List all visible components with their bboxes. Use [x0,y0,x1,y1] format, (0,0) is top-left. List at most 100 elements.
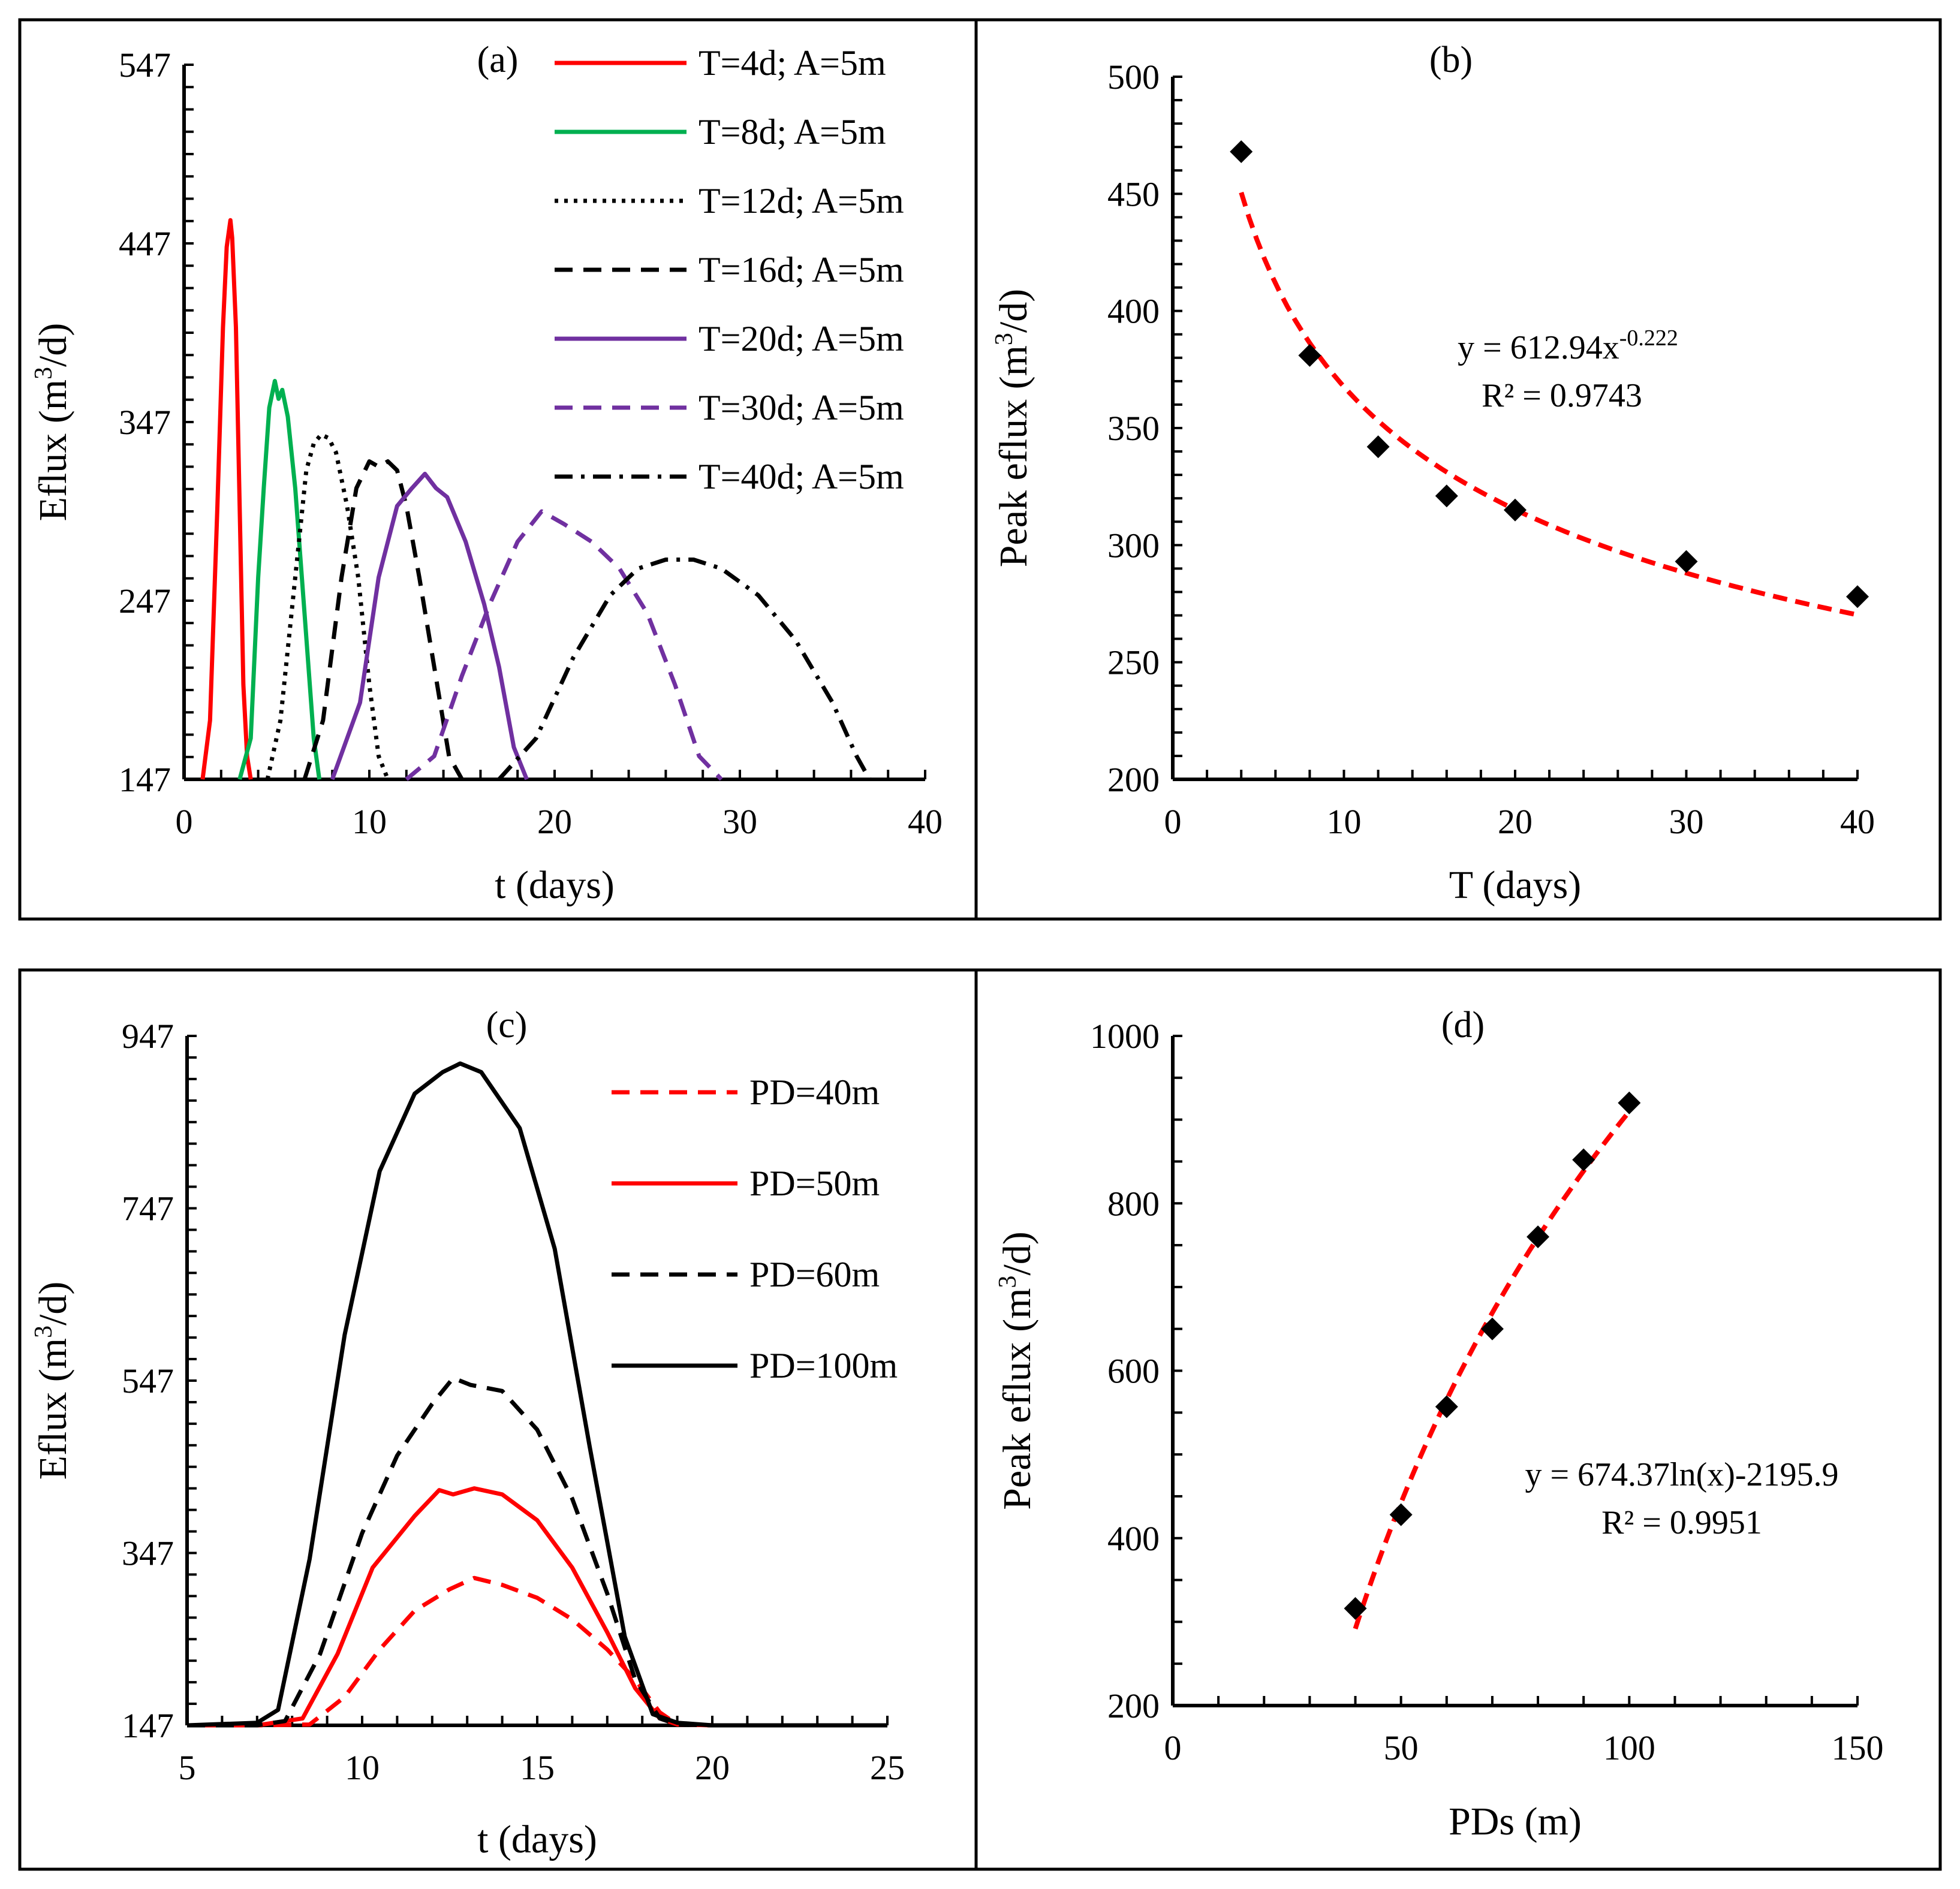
fit-equation-exponent: -0.222 [1619,326,1678,351]
y-axis-title-sup: 3 [990,333,1018,345]
legend-label-2: PD=60m [749,1255,880,1294]
fit-r2: R² = 0.9743 [1482,377,1642,414]
x-axis-title: T (days) [1449,863,1582,907]
y-tick-label: 500 [1107,58,1160,97]
y-axis-title-main: Eflux (m [31,1338,75,1480]
bottom-frame [18,968,1942,1871]
chart-c: 5 10 15 20 25 147 347 547 747 947 t (days) Eflux (m… [30,1005,905,1861]
legend-label-0: PD=40m [749,1072,880,1112]
y-axis-title-end: /d) [31,323,75,367]
data-point-1 [1389,1503,1413,1526]
x-tick-label: 20 [695,1748,730,1787]
panel-label: (c) [486,1005,528,1046]
data-point-2 [1435,1395,1458,1418]
y-tick-label: 200 [1107,760,1160,799]
x-tick-label: 150 [1832,1728,1884,1767]
y-tick-label: 400 [1107,1519,1160,1558]
series-line-5 [405,509,723,781]
legend-label-3: T=16d; A=5m [699,250,904,290]
y-tick-label: 800 [1107,1184,1160,1223]
fit-r2: R² = 0.9951 [1601,1504,1762,1541]
data-point-3 [1435,484,1458,508]
legend-label-2: T=12d; A=5m [699,181,904,221]
x-tick-label: 10 [1327,802,1362,841]
y-axis-title-main: Peak eflux (m [995,1288,1039,1510]
x-axis-title: t (days) [477,1818,597,1861]
x-tick-label: 10 [345,1748,380,1787]
series-line-2 [265,432,390,781]
x-tick-label: 0 [1164,1728,1182,1767]
y-axis-title-main: Peak eflux (m [992,345,1035,567]
data-point-0 [1230,140,1253,164]
y-tick-label: 300 [1107,526,1160,565]
legend-label-5: T=30d; A=5m [699,388,904,427]
series-line-3 [186,1061,887,1728]
x-tick-label: 20 [1498,802,1533,841]
x-tick-label: 15 [520,1748,555,1787]
series-line-0 [200,218,253,780]
x-tick-label: 25 [870,1748,905,1787]
legend-label-1: T=8d; A=5m [699,112,886,152]
data-point-2 [1366,435,1390,459]
y-axis-title-end: /d) [995,1231,1039,1275]
y-tick-label: 747 [122,1189,174,1228]
y-tick-label: 600 [1107,1352,1160,1391]
y-tick-label: 147 [119,760,171,799]
y-axis-title-main: Eflux (m [31,379,75,521]
panel-label: (b) [1429,40,1473,80]
x-tick-label: 0 [176,802,193,841]
y-tick-label: 1000 [1090,1017,1160,1056]
top-frame [18,18,1942,921]
y-tick-label: 350 [1107,409,1160,448]
y-tick-label: 447 [119,224,171,263]
y-tick-label: 547 [119,46,171,85]
data-point-6 [1618,1091,1641,1114]
x-tick-label: 30 [722,802,757,841]
panel-label: (a) [477,40,519,80]
x-tick-label: 10 [352,802,387,841]
y-axis-title-sup: 3 [994,1276,1022,1288]
fit-equation-main: y = 612.94x [1458,329,1619,366]
x-tick-label: 20 [537,802,572,841]
x-tick-label: 0 [1164,802,1182,841]
y-tick-label: 147 [122,1706,174,1745]
y-tick-label: 347 [119,403,171,442]
fit-equation: y = 674.37ln(x)-2195.9 [1525,1456,1838,1493]
trendline [1239,191,1858,617]
fit-equation: y = 612.94x-0.222 [1458,326,1678,366]
legend-label-1: PD=50m [749,1164,880,1203]
y-axis-title: Eflux (m3/d) [30,323,75,522]
y-axis-title: Peak eflux (m3/d) [994,1231,1039,1510]
x-tick-label: 40 [908,802,943,841]
y-axis-title: Eflux (m3/d) [30,1282,75,1480]
legend-label-6: T=40d; A=5m [699,457,904,496]
y-tick-label: 250 [1107,643,1160,682]
x-tick-label: 100 [1603,1728,1655,1767]
series-line-3 [302,459,464,781]
y-tick-label: 200 [1107,1686,1160,1725]
y-tick-label: 947 [122,1017,174,1056]
panel-frames [18,18,1942,1871]
series-line-4 [330,471,529,781]
y-tick-label: 247 [119,582,171,620]
chart-d: 0 50 100 150 200 400 600 800 1000 PDs (m) Peak efl… [994,1005,1884,1843]
chart-b: 0 10 20 30 40 200 250 300 350 400 450 500 T (days) Pe… [990,40,1875,907]
x-axis-title: t (days) [495,863,615,907]
legend-label-4: T=20d; A=5m [699,319,904,358]
chart-a: 0 10 20 30 40 147 247 347 447 547 t (days) Eflux (m… [30,40,943,907]
data-point-4 [1527,1225,1550,1249]
data-point-4 [1504,498,1527,522]
y-axis-title-sup: 3 [30,367,58,379]
series-line-6 [497,558,872,781]
x-tick-label: 5 [179,1748,196,1787]
series-line-1 [237,379,322,780]
x-tick-label: 30 [1669,802,1704,841]
data-point-0 [1344,1597,1367,1620]
series-line-0 [187,1575,887,1728]
data-point-5 [1572,1148,1595,1171]
data-point-5 [1675,550,1698,573]
y-tick-label: 400 [1107,292,1160,331]
x-axis-title: PDs (m) [1449,1800,1582,1843]
data-point-3 [1480,1317,1504,1340]
